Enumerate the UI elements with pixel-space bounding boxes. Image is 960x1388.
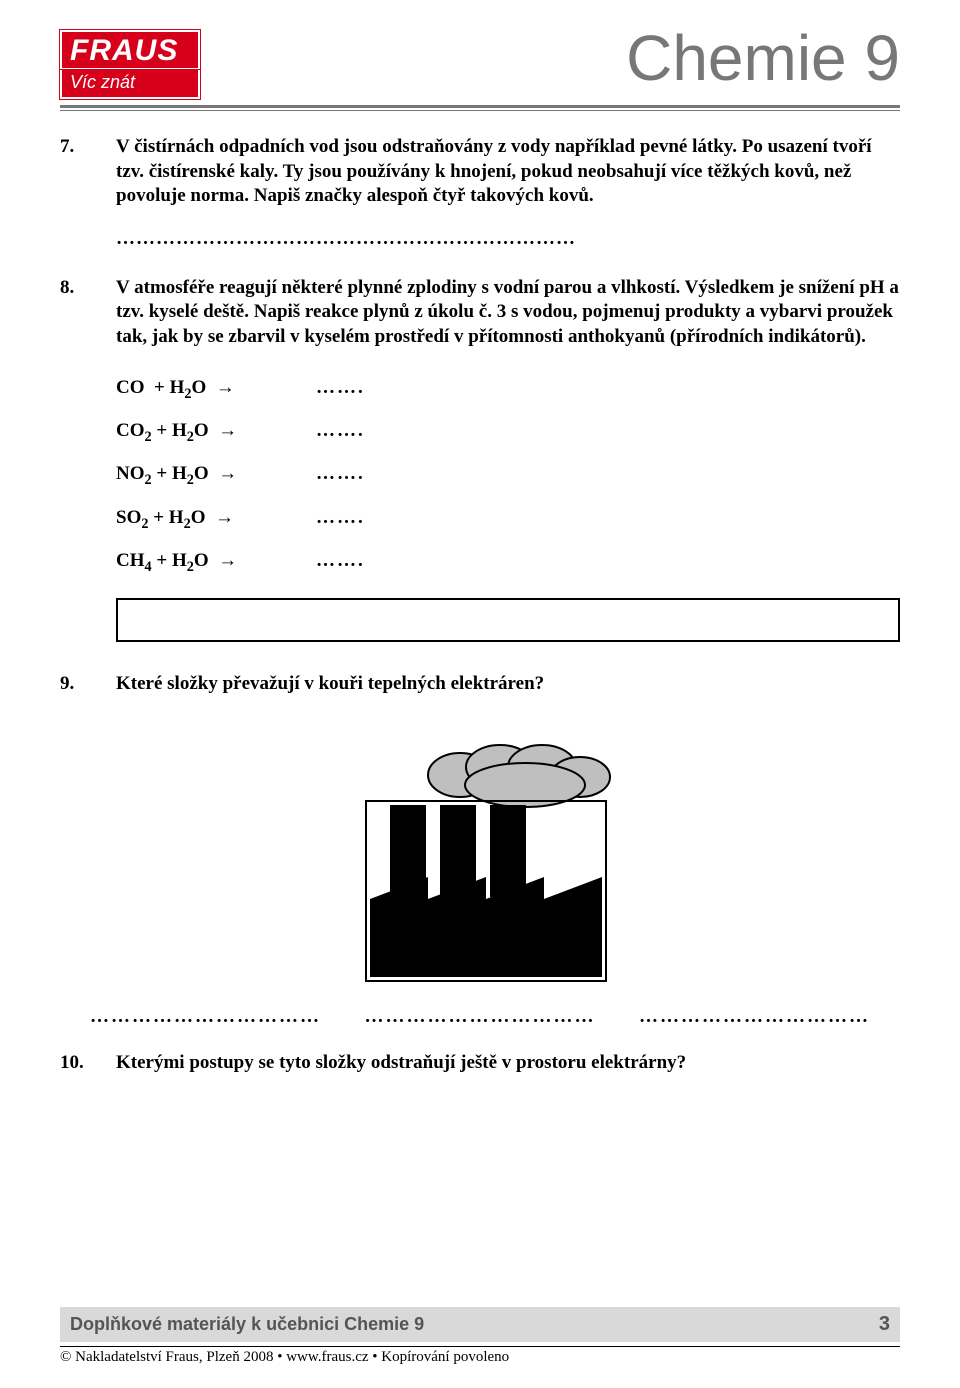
answer-blank[interactable]: …………………………… [639,1005,870,1030]
equation-blank[interactable]: ……. [316,376,365,401]
equation-blank[interactable]: ……. [316,419,365,444]
footer-title: Doplňkové materiály k učebnici Chemie 9 [70,1314,424,1335]
answer-blank[interactable]: …………………………… [365,1005,596,1030]
equation-blank[interactable]: ……. [316,549,365,574]
three-answer-blanks: …………………………… …………………………… …………………………… [90,1005,870,1030]
equation-list: CO + H2O → ……. CO2 + H2O → ……. NO2 + H2O… [116,376,900,577]
page-header: FRAUS Víc znát Chemie 9 [60,30,900,99]
equation-blank[interactable]: ……. [316,506,365,531]
answer-blank-line[interactable]: …………………………………………………………… [116,227,900,252]
equation-row: NO2 + H2O → ……. [116,462,900,489]
question-8: 8. V atmosféře reagují některé plynné zp… [60,276,900,350]
footer-bar: Doplňkové materiály k učebnici Chemie 9 … [60,1307,900,1342]
question-number: 8. [60,276,116,350]
equation-lhs: SO2 + H2O → [116,506,316,533]
logo-fraus-slogan: Víc znát [60,70,200,99]
worksheet-content: 7. V čistírnách odpadních vod jsou odstr… [60,135,900,1076]
factory-illustration [60,727,900,995]
factory-icon [330,727,630,987]
page-title: Chemie 9 [626,26,900,90]
equation-lhs: CH4 + H2O → [116,549,316,576]
question-9: 9. Které složky převažují v kouři tepeln… [60,672,900,697]
indicator-color-box[interactable] [116,598,900,642]
question-text: Kterými postupy se tyto složky odstraňuj… [116,1051,900,1076]
question-text: V čistírnách odpadních vod jsou odstraňo… [116,135,900,209]
equation-lhs: CO2 + H2O → [116,419,316,446]
question-text: V atmosféře reagují některé plynné zplod… [116,276,900,350]
equation-row: CO + H2O → ……. [116,376,900,403]
equation-lhs: NO2 + H2O → [116,462,316,489]
equation-row: SO2 + H2O → ……. [116,506,900,533]
question-10: 10. Kterými postupy se tyto složky odstr… [60,1051,900,1076]
equation-lhs: CO + H2O → [116,376,316,403]
equation-blank[interactable]: ……. [316,462,365,487]
question-number: 9. [60,672,116,697]
question-number: 10. [60,1051,116,1076]
question-number: 7. [60,135,116,209]
header-rule [60,105,900,111]
question-text: Které složky převažují v kouři tepelných… [116,672,900,697]
publisher-logo: FRAUS Víc znát [60,30,200,99]
answer-blank[interactable]: …………………………… [90,1005,321,1030]
logo-fraus-text: FRAUS [60,30,200,70]
copyright-line: © Nakladatelství Fraus, Plzeň 2008 • www… [60,1346,900,1366]
page-number: 3 [879,1313,890,1336]
question-7: 7. V čistírnách odpadních vod jsou odstr… [60,135,900,209]
equation-row: CH4 + H2O → ……. [116,549,900,576]
equation-row: CO2 + H2O → ……. [116,419,900,446]
